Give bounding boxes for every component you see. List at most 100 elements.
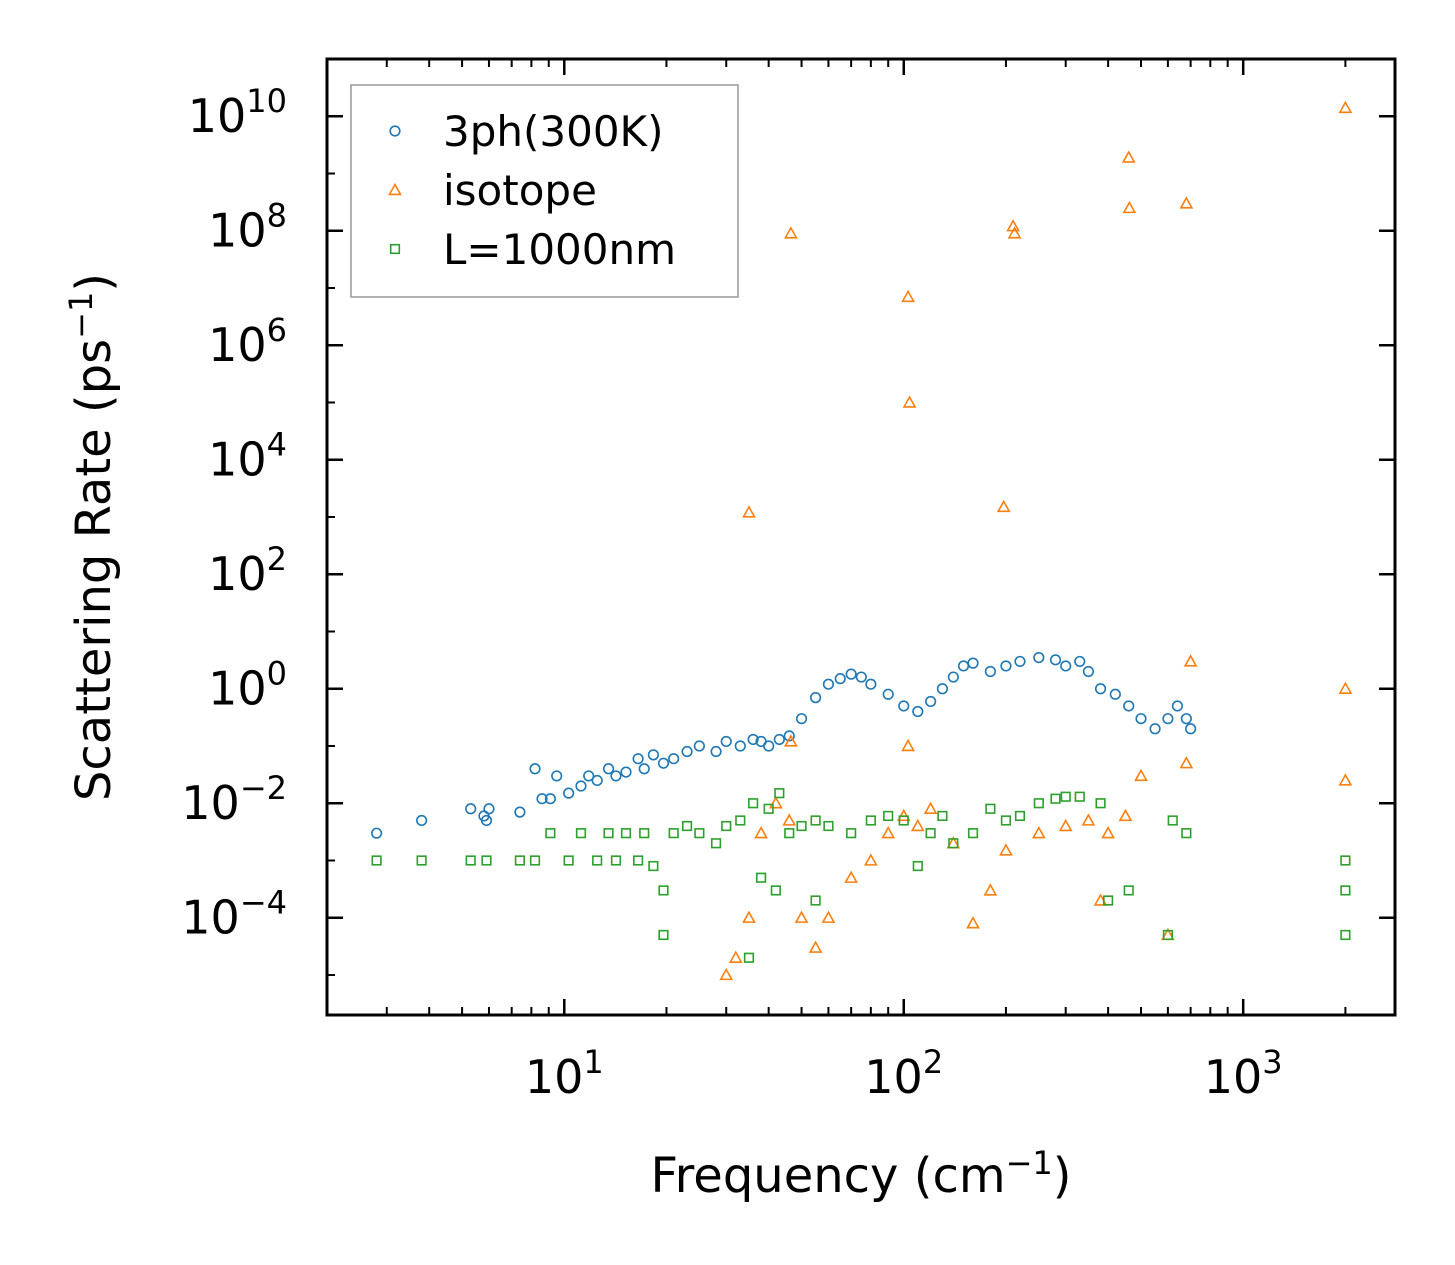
data-point [763, 803, 774, 814]
data-point [1049, 654, 1062, 666]
data-point [1000, 660, 1012, 672]
legend: 3ph(300K) isotope L=1000nm [350, 84, 739, 298]
data-point [1338, 681, 1353, 694]
data-point [1081, 813, 1096, 826]
data-point [784, 828, 795, 839]
data-point [1134, 768, 1148, 782]
data-point [1094, 683, 1107, 695]
data-point [735, 815, 746, 826]
data-point [575, 828, 587, 839]
data-point [720, 735, 732, 748]
data-point [925, 828, 936, 839]
y-tick-label: 10−4 [181, 884, 287, 945]
data-point [795, 713, 808, 725]
data-point [1149, 723, 1161, 735]
data-point [1185, 723, 1197, 735]
data-point [1171, 700, 1184, 712]
data-point [967, 828, 979, 839]
data-point [1183, 654, 1198, 667]
data-point [1179, 196, 1194, 209]
data-point [783, 734, 798, 747]
data-point [1033, 798, 1044, 809]
series-circle [371, 651, 1197, 839]
data-point [742, 505, 756, 518]
data-point [658, 929, 669, 941]
data-point [967, 657, 979, 669]
data-point [912, 705, 924, 718]
data-point [719, 967, 734, 981]
series-triangle [719, 100, 1353, 981]
data-point [1179, 756, 1194, 769]
data-point [620, 828, 632, 839]
data-point [1340, 885, 1351, 896]
ticks-layer: 101 102 103 10−4 10−2 100 102 104 106 108 1010 [181, 58, 1395, 1104]
y-tick-label: 108 [208, 197, 287, 258]
data-point [882, 688, 894, 700]
data-point [681, 820, 693, 832]
data-point [1162, 713, 1174, 725]
y-tick-label: 102 [208, 540, 287, 601]
data-point [1060, 791, 1071, 802]
data-point [647, 749, 659, 761]
data-point [936, 683, 949, 695]
data-point [693, 740, 705, 752]
data-point [1050, 793, 1061, 804]
data-point [912, 860, 923, 872]
x-axis-title: Frequency (cm−1) [650, 1144, 1071, 1204]
data-point [1014, 655, 1026, 668]
data-point [898, 815, 909, 826]
data-point [658, 885, 669, 896]
data-point [610, 855, 622, 866]
x-tick-label: 103 [1204, 1043, 1283, 1104]
data-point [1074, 791, 1085, 802]
data-point [985, 803, 996, 814]
data-point [855, 671, 867, 683]
data-point [1095, 798, 1106, 809]
data-point [783, 226, 798, 239]
legend-marker-square [389, 243, 401, 255]
y-tick-label: 100 [208, 655, 287, 716]
data-point [1340, 929, 1351, 941]
data-point [1033, 651, 1045, 664]
data-point [480, 814, 493, 827]
data-point [1082, 665, 1095, 678]
data-point [810, 895, 821, 906]
data-point [721, 820, 732, 832]
data-point [923, 801, 938, 814]
data-point [1338, 773, 1353, 786]
data-point [681, 745, 693, 758]
data-point [925, 695, 937, 708]
data-point [881, 826, 896, 839]
plot-frame [325, 57, 1397, 1017]
data-point [1058, 818, 1073, 832]
data-point [545, 828, 556, 839]
data-point [591, 774, 603, 787]
data-point [1135, 713, 1147, 725]
data-point [575, 780, 587, 792]
data-point [742, 910, 756, 923]
data-point [1007, 226, 1022, 239]
data-point [632, 753, 644, 765]
data-point [728, 950, 743, 963]
data-point [748, 798, 759, 809]
data-point [763, 740, 775, 752]
data-point [810, 692, 822, 704]
data-point [563, 787, 575, 799]
data-point [657, 757, 670, 769]
data-point [648, 860, 659, 872]
data-point [620, 766, 632, 778]
y-tick-label: 1010 [188, 82, 287, 143]
data-point [966, 916, 980, 929]
data-point [1031, 826, 1046, 839]
data-point [957, 660, 970, 672]
data-point [639, 828, 650, 839]
data-point [743, 952, 755, 963]
data-point [710, 838, 722, 849]
data-point [668, 753, 680, 765]
data-point [1000, 815, 1012, 826]
data-point [747, 733, 759, 746]
data-point [1122, 200, 1137, 214]
data-point [371, 827, 383, 839]
data-point [901, 289, 915, 303]
